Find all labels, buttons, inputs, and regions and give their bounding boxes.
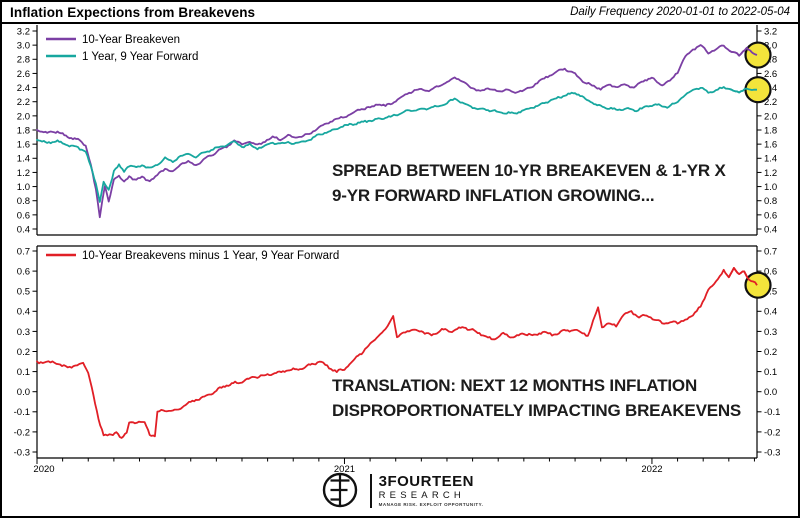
line-1-year-9-year-forward <box>36 86 758 203</box>
y-tick-label-left: 0.4 <box>17 307 30 318</box>
y-tick-label-right: 1.4 <box>764 154 777 165</box>
brand-monogram-icon <box>322 472 357 508</box>
y-tick-label-left: -0.1 <box>14 407 30 418</box>
y-tick-label-left: -0.3 <box>14 447 30 458</box>
y-tick-label-left: 0.1 <box>17 367 30 378</box>
end-marker-squiggle <box>729 87 757 94</box>
end-marker-10-year-breakeven <box>744 41 772 69</box>
bottom-annotation-line2: DISPROPORTIONATELY IMPACTING BREAKEVENS <box>332 401 742 420</box>
top-annotation-line1: SPREAD BETWEEN 10-YR BREAKEVEN & 1-YR X <box>332 161 726 180</box>
y-tick-label-left: 0.6 <box>17 210 30 221</box>
legend-label: 1 Year, 9 Year Forward <box>82 51 198 63</box>
y-tick-label-left: 0.5 <box>17 287 30 298</box>
y-tick-label-right: -0.1 <box>764 407 780 418</box>
y-tick-label-left: 1.6 <box>17 140 30 151</box>
y-tick-label-left: 1.8 <box>17 125 30 136</box>
x-tick-label: 2020 <box>33 464 54 475</box>
brand-subname: RESEARCH <box>378 490 465 501</box>
x-tick-label: 2022 <box>641 464 662 475</box>
y-tick-label-right: 0.2 <box>764 347 777 358</box>
header: Inflation Expections from Breakevens Dai… <box>2 2 798 24</box>
y-tick-label-right: 0.6 <box>764 267 777 278</box>
y-tick-label-right: 1.6 <box>764 140 777 151</box>
brand-tagline: MANAGE RISK. EXPLOIT OPPORTUNITY. <box>378 502 484 507</box>
top-annotation: SPREAD BETWEEN 10-YR BREAKEVEN & 1-YR X … <box>332 158 726 208</box>
y-tick-label-left: 2.2 <box>17 97 30 108</box>
y-tick-label-left: 1.0 <box>17 182 30 193</box>
y-tick-label-left: 0.2 <box>17 347 30 358</box>
y-tick-label-right: 0.0 <box>764 387 777 398</box>
y-tick-label-left: 3.0 <box>17 41 30 52</box>
top-annotation-line2: 9-YR FORWARD INFLATION GROWING... <box>332 186 655 205</box>
y-tick-label-left: 2.6 <box>17 69 30 80</box>
y-tick-label-right: 0.3 <box>764 327 777 338</box>
y-tick-label-right: 0.4 <box>764 307 777 318</box>
y-tick-label-left: 0.4 <box>17 224 30 235</box>
y-tick-label-right: -0.2 <box>764 427 780 438</box>
legend-label: 10-Year Breakevens minus 1 Year, 9 Year … <box>82 250 339 262</box>
page-title: Inflation Expections from Breakevens <box>10 4 256 20</box>
line-10-year-breakeven <box>36 44 758 219</box>
y-tick-label-right: 1.0 <box>764 182 777 193</box>
y-tick-label-left: 0.6 <box>17 267 30 278</box>
y-tick-label-right: 1.8 <box>764 125 777 136</box>
y-tick-label-right: 0.7 <box>764 246 777 257</box>
line-10-year-breakevens-minus-1-year-9-year-forward <box>36 266 758 439</box>
end-marker-10-year-breakevens-minus-1-year-9-year-forward <box>744 271 772 299</box>
y-tick-label-right: 3.2 <box>764 26 777 37</box>
y-tick-label-right: 2.0 <box>764 111 777 122</box>
logo-divider <box>369 474 372 508</box>
frequency-note: Daily Frequency 2020-01-01 to 2022-05-04 <box>570 6 790 18</box>
bottom-annotation-line1: TRANSLATION: NEXT 12 MONTHS INFLATION <box>332 376 698 395</box>
y-tick-label-right: 0.4 <box>764 224 777 235</box>
y-tick-label-left: 0.8 <box>17 196 30 207</box>
footer-logo: 3FOURTEEN RESEARCH MANAGE RISK. EXPLOIT … <box>2 469 798 513</box>
brand-name: 3FOURTEEN <box>378 473 474 490</box>
y-tick-label-right: 3.0 <box>764 41 777 52</box>
x-tick-label: 2021 <box>334 464 355 475</box>
y-tick-label-right: 0.8 <box>764 196 777 207</box>
y-tick-label-right: 1.2 <box>764 168 777 179</box>
y-tick-label-left: 1.2 <box>17 168 30 179</box>
y-tick-label-left: -0.2 <box>14 427 30 438</box>
end-marker-squiggle <box>728 266 758 286</box>
y-tick-label-left: 2.8 <box>17 55 30 66</box>
y-tick-label-right: 2.2 <box>764 97 777 108</box>
brand-text: 3FOURTEEN RESEARCH MANAGE RISK. EXPLOIT … <box>379 474 484 508</box>
y-tick-label-right: 0.6 <box>764 210 777 221</box>
y-tick-label-left: 2.4 <box>17 83 30 94</box>
y-tick-label-right: 2.8 <box>764 55 777 66</box>
y-tick-label-right: 0.1 <box>764 367 777 378</box>
y-tick-label-right: -0.3 <box>764 447 780 458</box>
y-tick-label-left: 1.4 <box>17 154 30 165</box>
y-tick-label-right: 0.5 <box>764 287 777 298</box>
y-tick-label-left: 0.7 <box>17 246 30 257</box>
y-tick-label-left: 0.3 <box>17 327 30 338</box>
end-marker-squiggle <box>729 46 758 57</box>
y-tick-label-left: 3.2 <box>17 26 30 37</box>
bottom-annotation: TRANSLATION: NEXT 12 MONTHS INFLATION DI… <box>332 373 741 423</box>
y-tick-label-left: 2.0 <box>17 111 30 122</box>
y-tick-label-right: 2.6 <box>764 69 777 80</box>
y-tick-label-left: 0.0 <box>17 387 30 398</box>
legend-label: 10-Year Breakeven <box>82 34 180 46</box>
